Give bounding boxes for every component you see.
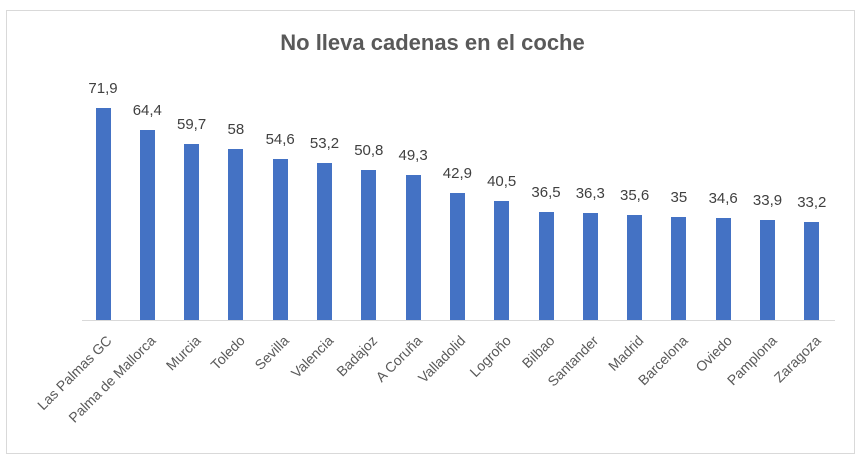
bar xyxy=(804,222,820,320)
category-label: Logroño xyxy=(466,332,514,380)
bar xyxy=(95,107,111,320)
category-label: Bilbao xyxy=(518,332,558,372)
data-label: 36,3 xyxy=(575,184,605,202)
category-label: Oviedo xyxy=(692,332,736,376)
bar xyxy=(494,200,510,320)
category-label: Sevilla xyxy=(251,332,293,373)
category-label: Valencia xyxy=(287,332,336,381)
data-label: 33,2 xyxy=(797,194,827,212)
data-label: 54,6 xyxy=(265,130,295,148)
category-label: Palma de Mallorca xyxy=(65,332,159,426)
data-label: 36,5 xyxy=(531,184,561,202)
bar xyxy=(715,217,731,320)
data-label: 40,5 xyxy=(487,172,517,190)
data-label: 58 xyxy=(227,120,245,138)
bar xyxy=(228,148,244,320)
category-label: Zaragoza xyxy=(770,332,824,386)
category-label: Toledo xyxy=(207,332,248,373)
data-label: 53,2 xyxy=(309,135,340,153)
data-label: 50,8 xyxy=(354,142,384,160)
data-label: 33,9 xyxy=(752,191,783,209)
bar xyxy=(184,143,200,320)
bar xyxy=(272,158,288,320)
data-label: 71,9 xyxy=(88,79,118,97)
bar xyxy=(538,212,554,320)
bar xyxy=(449,193,465,320)
category-label: Las Palmas GC xyxy=(34,332,115,413)
category-label: Madrid xyxy=(604,332,647,374)
x-axis-line xyxy=(82,320,835,321)
bar xyxy=(671,216,687,320)
bar xyxy=(317,163,332,320)
bar xyxy=(760,219,775,320)
data-label: 35 xyxy=(670,188,688,206)
data-label: 42,9 xyxy=(442,165,472,183)
category-label: Valladolid xyxy=(415,332,469,386)
chart-title: No lleva cadenas en el coche xyxy=(280,30,585,55)
bar xyxy=(627,214,643,320)
bar xyxy=(361,170,377,320)
data-label: 59,7 xyxy=(176,115,207,133)
bar xyxy=(139,130,155,320)
data-label: 49,3 xyxy=(398,146,428,164)
bar xyxy=(582,212,598,320)
bar xyxy=(405,174,421,320)
data-label: 64,4 xyxy=(132,102,162,120)
data-label: 34,6 xyxy=(708,189,738,207)
category-label: Murcia xyxy=(162,332,204,374)
data-label: 35,6 xyxy=(619,186,650,204)
